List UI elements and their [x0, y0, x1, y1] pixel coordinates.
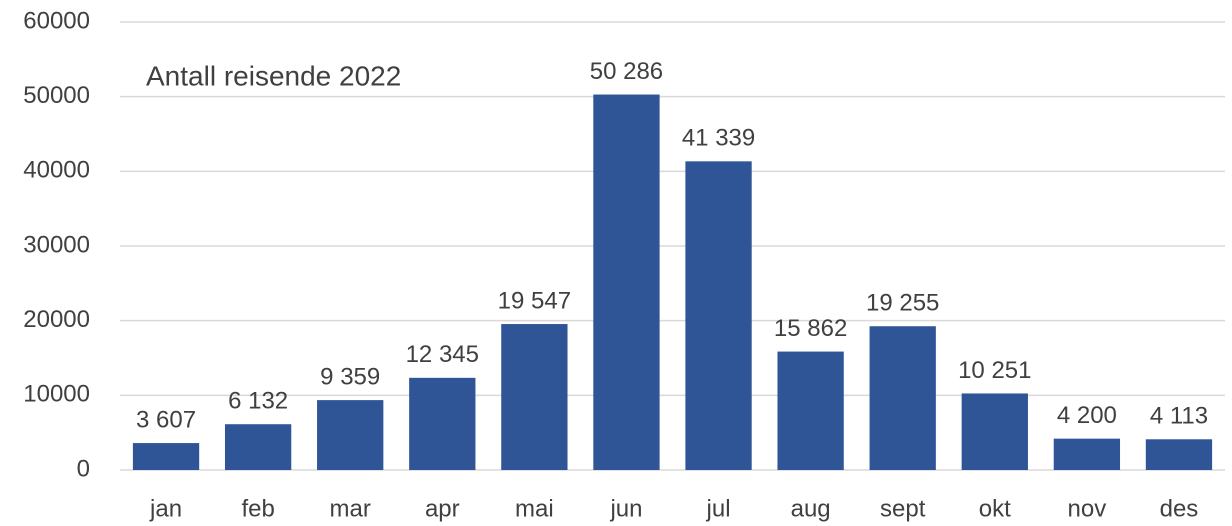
y-tick-label: 30000 — [23, 231, 90, 258]
value-label: 19 255 — [866, 290, 939, 317]
value-label: 19 547 — [498, 287, 571, 314]
value-label: 3 607 — [136, 406, 196, 433]
x-tick-label: apr — [425, 495, 460, 522]
value-label: 6 132 — [228, 388, 288, 415]
bar — [1053, 438, 1121, 470]
bar — [869, 326, 936, 470]
value-label: 9 359 — [320, 363, 380, 390]
value-label: 12 345 — [406, 341, 479, 368]
value-label: 15 862 — [774, 315, 847, 342]
y-tick-label: 50000 — [23, 82, 90, 109]
chart-title: Antall reisende 2022 — [146, 60, 401, 91]
bar — [409, 377, 476, 470]
x-tick-label: jan — [149, 495, 182, 522]
y-tick-label: 60000 — [23, 7, 90, 34]
y-tick-label: 0 — [77, 455, 90, 482]
bar — [1145, 439, 1213, 470]
x-tick-label: mai — [515, 495, 554, 522]
bar — [593, 94, 660, 471]
y-tick-label: 20000 — [23, 306, 90, 333]
x-tick-label: sept — [880, 495, 926, 522]
x-tick-label: des — [1160, 495, 1199, 522]
bar — [317, 400, 384, 470]
value-label: 10 251 — [958, 357, 1031, 384]
y-tick-label: 40000 — [23, 157, 90, 184]
x-tick-label: feb — [241, 495, 274, 522]
bar — [501, 324, 568, 470]
x-tick-label: okt — [979, 495, 1011, 522]
value-label: 50 286 — [590, 58, 663, 85]
x-tick-label: jul — [706, 495, 731, 522]
x-tick-label: aug — [791, 495, 831, 522]
x-tick-label: jun — [609, 495, 642, 522]
bar — [777, 351, 844, 470]
bar — [685, 161, 752, 471]
bar — [961, 393, 1028, 470]
value-label: 4 200 — [1057, 402, 1117, 429]
x-tick-label: mar — [330, 495, 371, 522]
y-tick-label: 10000 — [23, 381, 90, 408]
x-tick-label: nov — [1068, 495, 1107, 522]
value-label: 41 339 — [682, 125, 755, 152]
value-label: 4 113 — [1150, 403, 1208, 430]
bar — [224, 424, 292, 470]
bar — [132, 443, 200, 470]
